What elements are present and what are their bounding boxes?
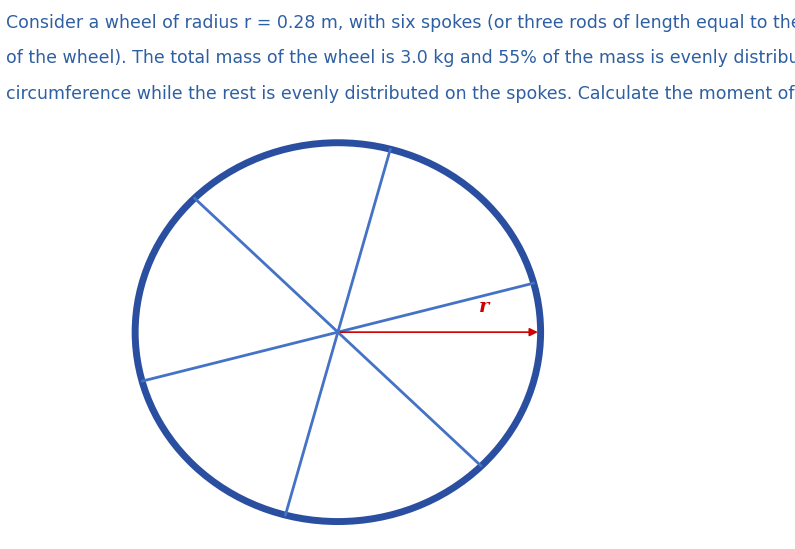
Text: of the wheel). The total mass of the wheel is 3.0 kg and 55% of the mass is even: of the wheel). The total mass of the whe… <box>6 49 795 68</box>
Text: Consider a wheel of radius r = 0.28 m, with six spokes (or three rods of length : Consider a wheel of radius r = 0.28 m, w… <box>6 14 795 32</box>
Text: circumference while the rest is evenly distributed on the spokes. Calculate the : circumference while the rest is evenly d… <box>6 85 795 103</box>
Text: r: r <box>479 298 489 316</box>
